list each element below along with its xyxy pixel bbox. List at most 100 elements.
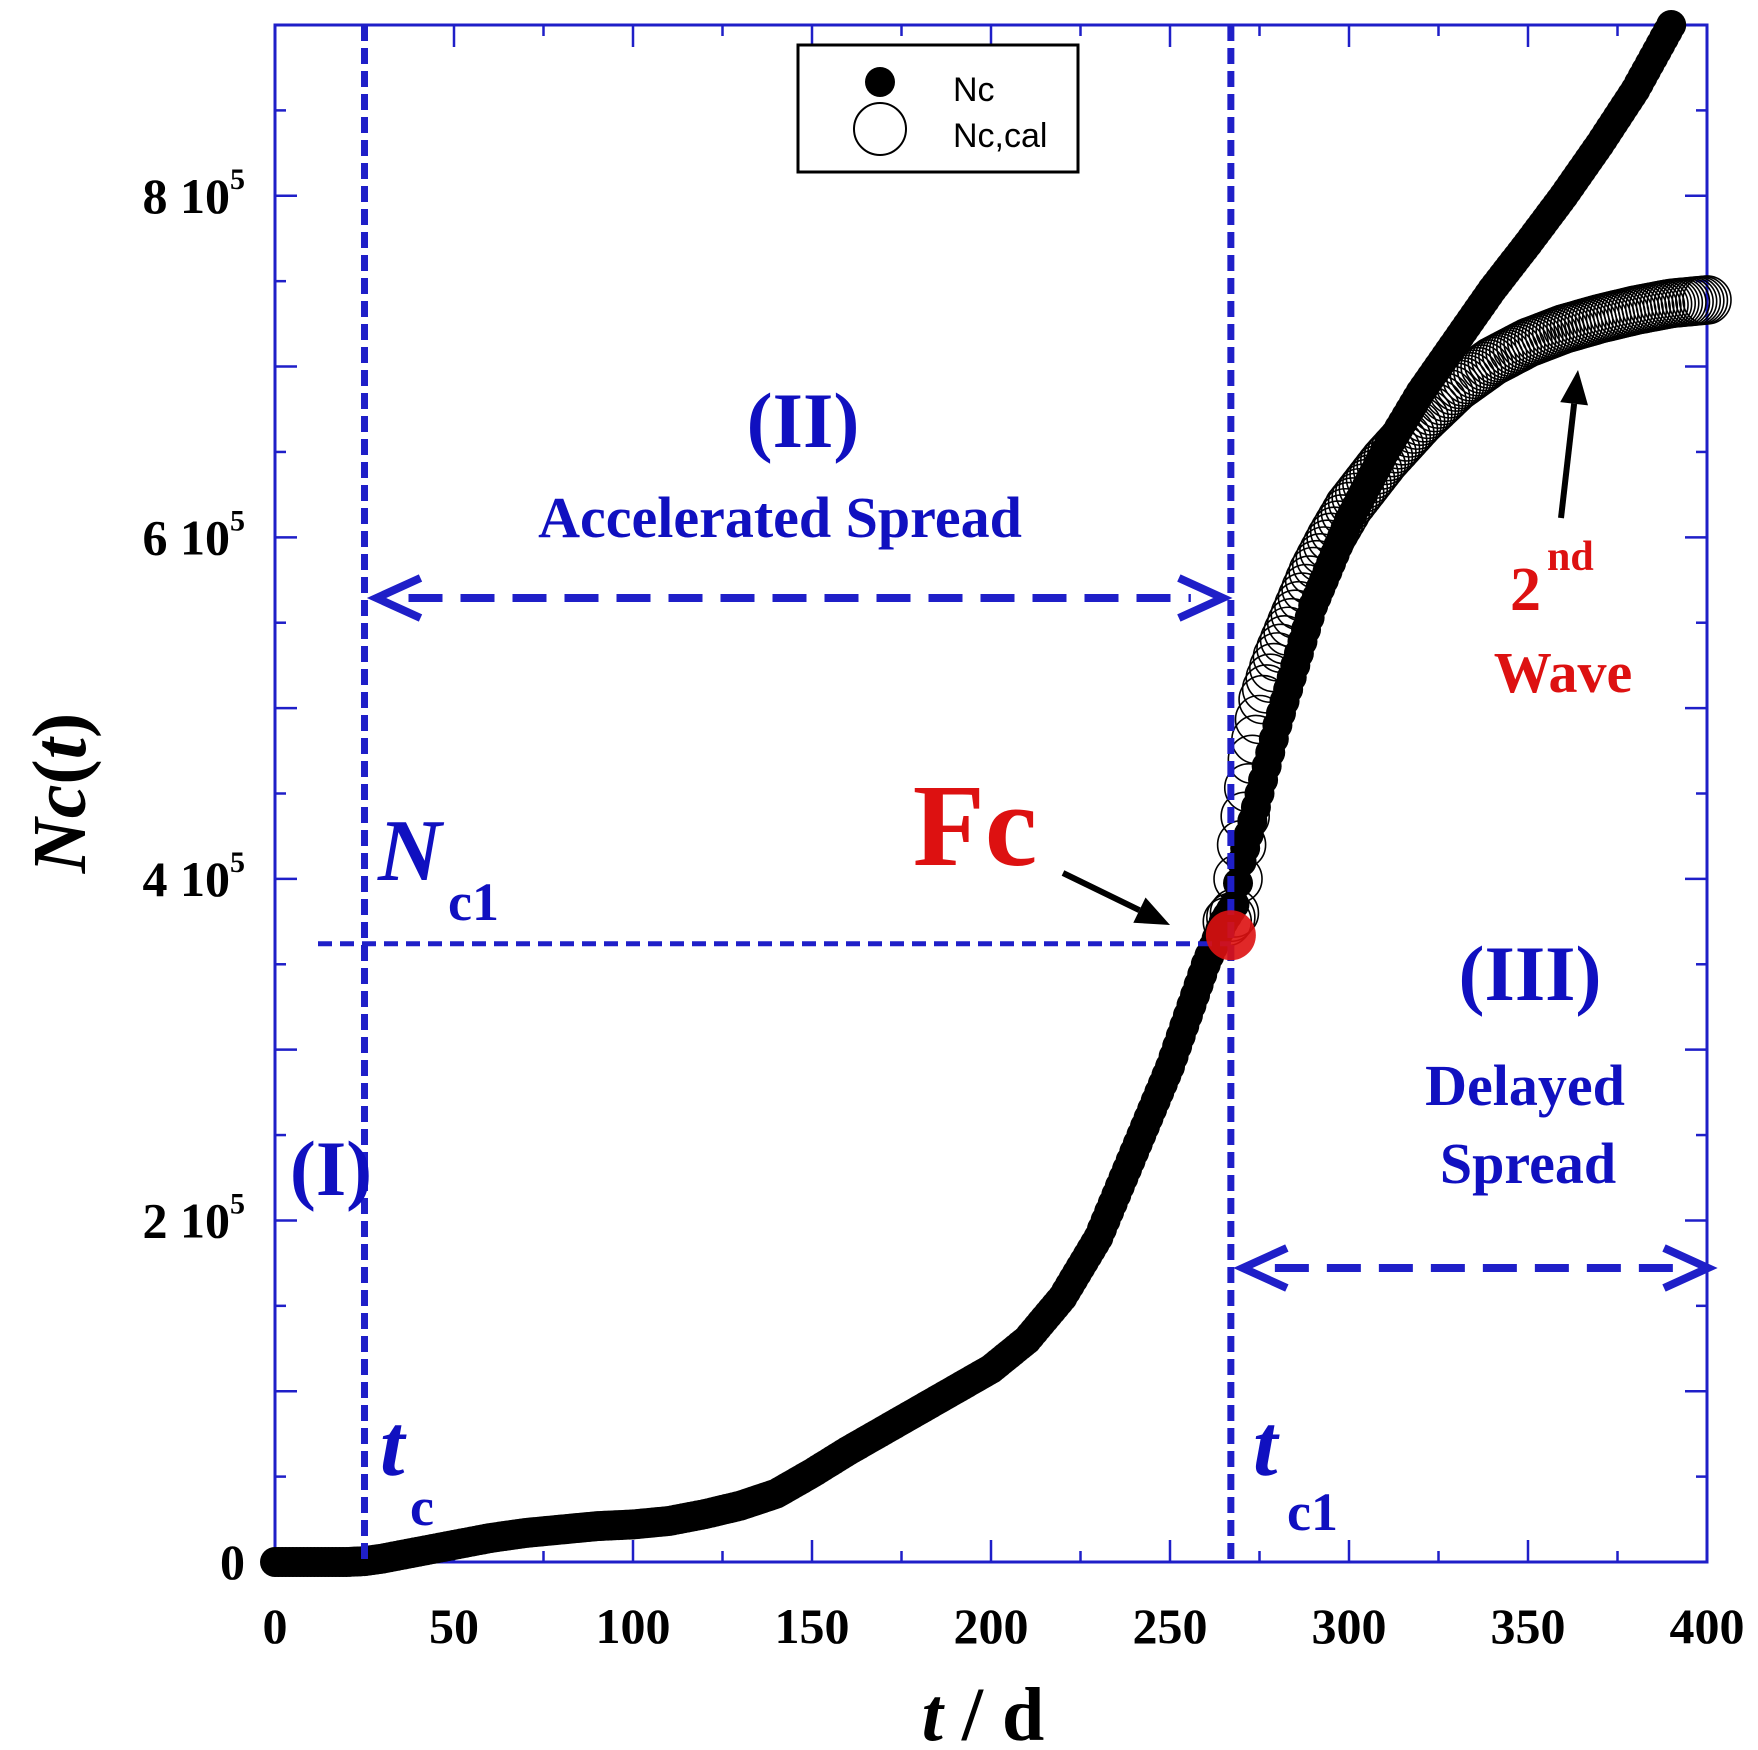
y-tick-mantissa: 0: [220, 1534, 245, 1590]
y-tick-label: 8 105: [143, 163, 246, 224]
tc-label-sub: c: [410, 1477, 434, 1537]
y-axis-label-close: ): [18, 713, 102, 738]
region-3-label: (III): [1458, 930, 1601, 1017]
data-point-nc-cal: [1313, 500, 1364, 550]
wave-arrow-shaft: [1558, 403, 1578, 519]
data-point-nc-cal: [1249, 642, 1299, 693]
fc-point: [1205, 910, 1256, 961]
series-nc: [260, 10, 1687, 1577]
data-point-nc-cal: [1220, 791, 1270, 842]
region-2-description: Accelerated Spread: [538, 485, 1022, 550]
x-tick-label: 100: [596, 1598, 671, 1654]
y-axis-label-c: c: [18, 785, 102, 819]
data-point-nc-cal: [1445, 352, 1496, 402]
data-point-nc-cal: [1388, 404, 1439, 454]
data-point-nc-cal: [1424, 369, 1475, 419]
second-wave-word: Wave: [1494, 640, 1633, 705]
data-point-nc-cal: [1428, 365, 1478, 416]
region-1-label: (I): [290, 1125, 372, 1212]
data-point-nc-cal: [1223, 763, 1274, 813]
region-3-arrow-head-left: [1233, 1244, 1289, 1292]
data-point-nc-cal: [1345, 454, 1396, 504]
fc-label: Fc: [913, 760, 1037, 891]
tc1-label-sub: c1: [1287, 1482, 1338, 1542]
y-tick-mantissa: 2 10: [143, 1192, 231, 1248]
data-point-nc-cal: [1467, 336, 1517, 387]
y-tick-label: 2 105: [143, 1187, 246, 1248]
data-point-nc: [1656, 10, 1687, 40]
legend-marker-nc-cal: [853, 102, 907, 156]
x-tick-label: 400: [1670, 1598, 1745, 1654]
x-tick-labels: 0 50 100 150 200 250 300 350 400: [263, 1598, 1745, 1654]
tc1-label: tc1: [1253, 1398, 1338, 1542]
x-tick-label: 150: [775, 1598, 850, 1654]
legend-marker-nc: [865, 67, 895, 97]
y-axis-label: Nc(t): [18, 713, 102, 874]
data-point-nc-cal: [1213, 854, 1263, 904]
y-tick-exponent: 5: [230, 846, 245, 879]
region-3-description-line1: Delayed: [1425, 1053, 1625, 1118]
x-tick-label: 200: [954, 1598, 1029, 1654]
legend-label-nc-cal: Nc,cal: [953, 117, 1047, 155]
y-tick-exponent: 5: [230, 504, 245, 537]
data-point-nc-cal: [1377, 416, 1428, 466]
y-tick-label: 0: [220, 1534, 245, 1590]
y-tick-mantissa: 6 10: [143, 509, 231, 565]
fc-arrow-head: [1133, 897, 1170, 925]
y-tick-label: 6 105: [143, 504, 246, 565]
data-point-nc-cal: [1352, 444, 1403, 495]
y-axis-label-n: N: [18, 815, 102, 874]
tc-label: tc: [380, 1398, 434, 1537]
data-point-nc-cal: [1216, 819, 1267, 870]
data-point-nc-cal: [1442, 354, 1492, 405]
tc-label-main: t: [380, 1398, 407, 1495]
second-wave-sup: nd: [1547, 534, 1594, 580]
legend-box: [796, 43, 1080, 174]
y-tick-mantissa: 4 10: [143, 851, 231, 907]
series-nc-cal: [1202, 275, 1732, 947]
region-2-arrow-head-right: [1177, 574, 1233, 622]
nc1-label-sub: c1: [448, 872, 499, 932]
x-tick-label: 250: [1133, 1598, 1208, 1654]
y-tick-mantissa: 8 10: [143, 168, 231, 224]
x-tick-label: 300: [1312, 1598, 1387, 1654]
data-point-nc-cal: [1413, 379, 1464, 429]
data-point-nc-cal: [1682, 275, 1732, 325]
y-axis-label-t: t: [18, 735, 102, 759]
second-wave-ordinal: 2: [1510, 556, 1541, 624]
legend: Nc Nc,cal: [796, 43, 1080, 174]
region-3-description-line2: Spread: [1440, 1131, 1616, 1196]
x-axis-unit: / d: [943, 1673, 1044, 1750]
tc1-label-main: t: [1253, 1398, 1280, 1495]
data-point-nc-cal: [1385, 408, 1435, 458]
y-tick-exponent: 5: [230, 163, 245, 196]
region-2-arrow-head-left: [366, 574, 423, 622]
y-tick-label: 4 105: [143, 846, 246, 907]
region-3-arrow-head-right: [1662, 1244, 1718, 1292]
x-tick-label: 50: [429, 1598, 479, 1654]
x-axis-label: t / d: [922, 1673, 1045, 1750]
y-axis-label-open: (: [18, 759, 102, 784]
y-tick-exponent: 5: [230, 1187, 245, 1220]
wave-arrow-head: [1560, 370, 1589, 406]
annotation-arrows: [366, 370, 1718, 1292]
data-point-nc-cal: [1381, 412, 1432, 462]
critical-lines: [318, 25, 1235, 1562]
data-point-nc-cal: [1320, 487, 1371, 538]
nc1-label-main: N: [377, 803, 445, 900]
legend-label-nc: Nc: [953, 71, 995, 109]
region-2-label: (II): [747, 377, 860, 464]
data-point-nc-cal: [1410, 382, 1460, 433]
data-point-nc-cal: [1470, 334, 1521, 385]
x-tick-label: 350: [1491, 1598, 1566, 1654]
nc1-label: Nc1: [377, 803, 499, 932]
data-point-nc-cal: [1234, 694, 1285, 745]
fc-arrow-shaft: [1061, 870, 1141, 913]
data-point-nc-cal: [1241, 664, 1292, 714]
data-point-nc-cal: [1349, 449, 1399, 500]
data-point-nc-cal: [1284, 555, 1335, 605]
data-point-nc-cal: [1245, 653, 1296, 704]
